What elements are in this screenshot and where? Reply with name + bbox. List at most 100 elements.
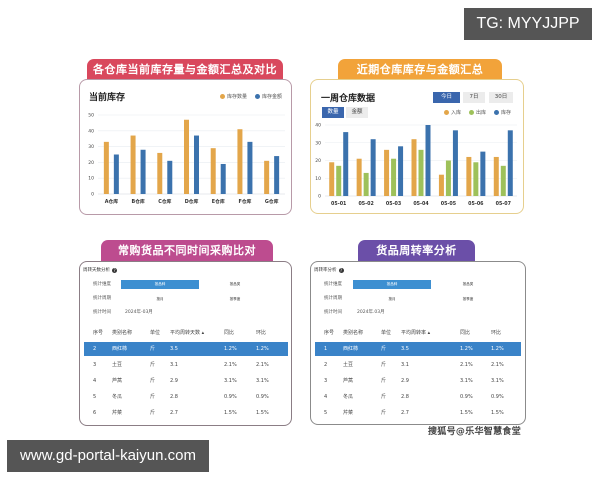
table-cell: 斤 <box>150 410 156 416</box>
bar[interactable] <box>220 163 226 194</box>
column-header[interactable]: 单位 <box>150 330 161 336</box>
legend-label: 库存数量 <box>227 94 248 100</box>
bar[interactable] <box>237 129 243 194</box>
bar[interactable] <box>370 139 376 196</box>
column-header[interactable]: 序号 <box>93 330 104 336</box>
help-icon[interactable]: ? <box>112 267 117 273</box>
column-header[interactable]: 序号 <box>324 330 335 336</box>
help-icon[interactable]: ? <box>338 267 344 273</box>
panel-title: 周转天数分析 ? <box>83 267 117 273</box>
bar[interactable] <box>445 160 451 197</box>
filter-option-dimension-selected[interactable]: 按品种 <box>121 280 199 289</box>
filter-value-time[interactable]: 2024年.03月 <box>357 310 385 315</box>
table-row[interactable]: 6 芹菜 斤 2.7 1.5% 1.5% <box>84 406 288 420</box>
filter-option-period-quarter[interactable]: 按季度 <box>462 297 474 301</box>
svg-text:05-01: 05-01 <box>331 201 346 207</box>
svg-text:05-07: 05-07 <box>496 201 511 207</box>
bar[interactable] <box>167 160 173 194</box>
table-row[interactable]: 3 土豆 斤 3.1 2.1% 2.1% <box>84 358 288 372</box>
bar[interactable] <box>103 141 109 194</box>
card-weekly-warehouse: 一周仓库数据 今日 7日 30日 数量 金额 入库 出库 库存 0 10 20 30 4… <box>310 79 524 214</box>
bar[interactable] <box>398 146 404 196</box>
filter-label-time: 统计时间 <box>324 310 342 315</box>
table-cell: 0.9% <box>460 394 473 400</box>
bar[interactable] <box>480 151 486 196</box>
bar[interactable] <box>411 139 417 196</box>
bar[interactable] <box>157 152 163 194</box>
table-row[interactable]: 4 冬瓜 斤 2.8 0.9% 0.9% <box>315 390 521 404</box>
bar[interactable] <box>493 156 499 196</box>
column-header[interactable]: 平均周转天数 ▴ <box>170 330 205 336</box>
legend-label: 库存 <box>501 110 512 116</box>
filter-option-period-month[interactable]: 按月 <box>156 297 164 301</box>
table-row[interactable]: 5 冬瓜 斤 2.8 0.9% 0.9% <box>84 390 288 404</box>
bar[interactable] <box>425 125 431 196</box>
bar[interactable] <box>336 165 342 196</box>
bar[interactable] <box>140 149 146 194</box>
column-header[interactable]: 类别名称 <box>343 330 364 336</box>
table-row[interactable]: 4 芦蒿 斤 2.9 3.1% 3.1% <box>84 374 288 388</box>
filter-option-period-month[interactable]: 按月 <box>388 297 396 301</box>
panel-title: 周转率分析 ? <box>314 267 344 273</box>
table-row[interactable]: 5 芹菜 斤 2.7 1.5% 1.5% <box>315 406 521 420</box>
metric-button-amount[interactable]: 金额 <box>346 107 368 118</box>
table-row[interactable]: 2 西红柿 斤 3.5 1.2% 1.2% <box>84 342 288 356</box>
range-button-30d[interactable]: 30日 <box>489 92 513 103</box>
legend-item-amount[interactable]: 库存金额 <box>255 93 282 100</box>
table-cell: 2.7 <box>401 410 409 416</box>
bar[interactable] <box>329 162 335 196</box>
table-row[interactable]: 2 土豆 斤 3.1 2.1% 2.1% <box>315 358 521 372</box>
filter-option-dimension-other[interactable]: 按品类 <box>462 282 474 286</box>
svg-text:50: 50 <box>88 113 94 119</box>
bar[interactable] <box>356 158 362 196</box>
bar[interactable] <box>247 141 253 194</box>
filter-label-dimension: 统计维度 <box>324 282 342 287</box>
column-header[interactable]: 类别名称 <box>112 330 133 336</box>
bar[interactable] <box>363 172 369 196</box>
bar[interactable] <box>274 156 280 194</box>
range-button-today[interactable]: 今日 <box>433 92 460 103</box>
bar[interactable] <box>113 154 119 195</box>
table-row[interactable]: 3 芦蒿 斤 2.9 3.1% 3.1% <box>315 374 521 388</box>
bar[interactable] <box>418 149 424 196</box>
bar[interactable] <box>391 158 397 196</box>
bar[interactable] <box>500 165 506 196</box>
svg-text:05-03: 05-03 <box>386 201 401 207</box>
bar[interactable] <box>466 156 472 196</box>
table-cell: 1.5% <box>460 410 473 416</box>
legend-item-quantity[interactable]: 库存数量 <box>220 93 247 100</box>
bar[interactable] <box>452 130 458 196</box>
filter-value-time[interactable]: 2024年-03月 <box>125 310 153 315</box>
bar[interactable] <box>473 162 479 196</box>
bar[interactable] <box>384 149 390 196</box>
filter-option-dimension-other[interactable]: 按品类 <box>229 282 241 286</box>
metric-button-quantity[interactable]: 数量 <box>322 107 344 118</box>
column-header[interactable]: 同比 <box>460 330 471 336</box>
section-banner-recent-summary: 近期仓库库存与金额汇总 <box>338 59 502 81</box>
bar[interactable] <box>438 174 444 196</box>
column-header[interactable]: 同比 <box>224 330 235 336</box>
legend-item-outbound[interactable]: 出库 <box>469 109 486 116</box>
filter-option-dimension-selected[interactable]: 按品种 <box>353 280 431 289</box>
bar[interactable] <box>343 132 349 196</box>
column-header[interactable]: 环比 <box>256 330 267 336</box>
bar[interactable] <box>264 160 270 194</box>
bar[interactable] <box>194 135 199 194</box>
legend-item-inbound[interactable]: 入库 <box>444 109 461 116</box>
source-watermark: 搜狐号@乐华智慧食堂 <box>428 427 522 437</box>
legend-dot-icon <box>494 110 500 115</box>
filter-option-period-quarter[interactable]: 按季度 <box>229 297 241 301</box>
column-header[interactable]: 单位 <box>381 330 392 336</box>
table-cell: 4 <box>324 394 328 400</box>
table-cell: 芹菜 <box>112 410 123 416</box>
turnover-days-table: 序号 类别名称 单位 平均周转天数 ▴ 同比 环比 2 西红柿斤 3.5 1.2% 1.2% 3 土豆斤… <box>84 326 288 422</box>
column-header[interactable]: 平均周转率 ▴ <box>401 330 431 336</box>
range-button-7d[interactable]: 7日 <box>463 92 485 103</box>
bar[interactable] <box>210 148 216 194</box>
bar[interactable] <box>184 119 189 194</box>
bar[interactable] <box>130 135 136 194</box>
legend-item-stock[interactable]: 库存 <box>494 109 511 116</box>
table-row[interactable]: 1 西红柿 斤 3.5 1.2% 1.2% <box>315 342 521 356</box>
column-header[interactable]: 环比 <box>491 330 502 336</box>
bar[interactable] <box>507 130 513 196</box>
